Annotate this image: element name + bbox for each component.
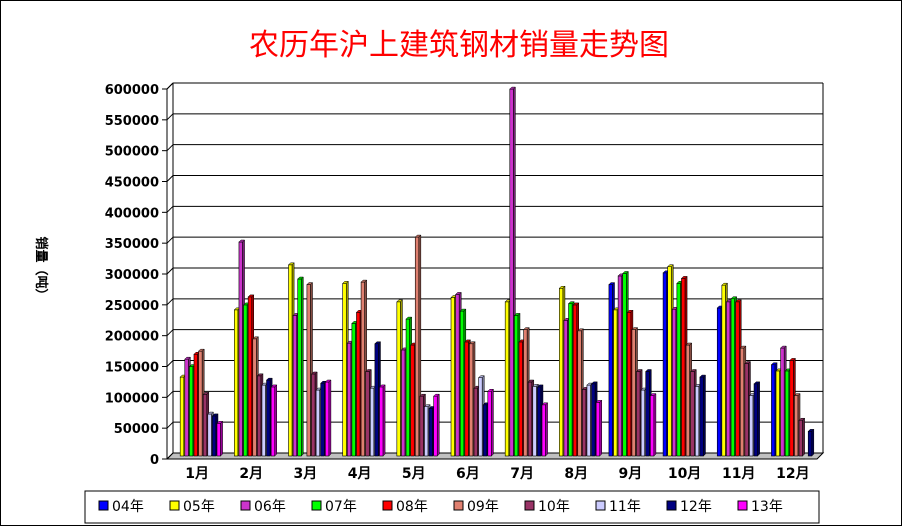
legend-item-05年: 05年: [169, 499, 215, 515]
bar-2月-13年: [270, 384, 278, 457]
legend-swatch: [737, 500, 748, 511]
legend-box: [84, 490, 820, 524]
gridline-side: [166, 205, 174, 213]
legend-label: 13年: [751, 499, 783, 515]
legend-swatch: [524, 500, 535, 511]
x-tick-label: 2月: [239, 466, 263, 482]
bar-4月-13年: [378, 384, 386, 457]
gridline-side: [166, 175, 174, 182]
y-tick-label: 350000: [105, 237, 159, 252]
legend-item-07年: 07年: [311, 499, 357, 515]
legend-label: 05年: [183, 499, 215, 515]
gridline-side: [166, 360, 174, 367]
y-tick-label: 600000: [105, 83, 159, 98]
gridline-side: [166, 267, 174, 275]
bar-3月-07年: [297, 276, 304, 457]
gridline-side: [166, 329, 174, 337]
gridline-side: [166, 452, 174, 460]
y-tick-label: 400000: [105, 206, 159, 221]
y-tick-label: 500000: [105, 145, 159, 160]
legend-label: 04年: [112, 499, 144, 515]
bar-12月-12年: [807, 428, 815, 457]
bar-7月-13年: [541, 402, 549, 457]
y-tick-label: 250000: [105, 299, 159, 314]
y-axis-label: 销量（吨）: [33, 236, 49, 301]
gridline-side: [166, 390, 174, 398]
legend-label: 09年: [467, 499, 499, 515]
legend-swatch: [98, 500, 109, 511]
gridline-side: [166, 113, 174, 121]
legend-swatch: [666, 500, 677, 511]
x-tick-label: 5月: [402, 466, 426, 482]
legend-swatch: [240, 500, 251, 511]
bar-3月-13年: [324, 379, 332, 457]
legend-label: 12年: [680, 499, 712, 515]
y-tick-label: 100000: [105, 391, 159, 406]
x-tick-label: 6月: [456, 466, 480, 482]
bar-11月-12年: [753, 381, 761, 457]
legend-item-13年: 13年: [737, 499, 783, 515]
legend-swatch: [595, 500, 606, 511]
legend-item-06年: 06年: [240, 499, 286, 515]
x-tick-label: 4月: [348, 466, 372, 482]
bar-1月-13年: [216, 420, 224, 457]
bar-10月-12年: [699, 374, 707, 457]
legend-label: 06年: [254, 499, 286, 515]
legend-item-12年: 12年: [666, 499, 712, 515]
x-tick-label: 7月: [510, 466, 534, 482]
legend-swatch: [311, 500, 322, 511]
legend-item-08年: 08年: [382, 499, 428, 515]
y-tick-label: 450000: [105, 176, 159, 191]
x-tick-label: 12月: [776, 466, 809, 482]
x-tick-label: 11月: [722, 466, 755, 482]
bar-9月-13年: [649, 392, 657, 457]
legend-swatch: [382, 500, 393, 511]
legend-label: 10年: [538, 499, 570, 515]
legend-item-10年: 10年: [524, 499, 570, 515]
legend-label: 08年: [396, 499, 428, 515]
legend-label: 11年: [609, 499, 641, 515]
bar-12月-10年: [798, 417, 806, 457]
gridline-side: [166, 144, 174, 152]
gridline-side: [166, 236, 174, 244]
legend-swatch: [453, 500, 464, 511]
y-tick-label: 50000: [114, 422, 159, 437]
gridline-side: [166, 421, 174, 429]
legend-swatch: [169, 500, 180, 511]
y-tick-label: 0: [150, 453, 159, 468]
y-tick-label: 300000: [105, 268, 159, 283]
x-tick-label: 10月: [668, 466, 701, 482]
legend-item-04年: 04年: [98, 499, 144, 515]
gridline-side: [166, 298, 174, 306]
bar-5月-13年: [433, 393, 440, 457]
legend-label: 07年: [325, 499, 357, 515]
y-tick-label: 150000: [105, 361, 159, 376]
legend-item-11年: 11年: [595, 499, 641, 515]
bar-8月-13年: [595, 399, 603, 457]
bar-6月-13年: [487, 388, 495, 457]
y-tick-label: 550000: [105, 114, 159, 129]
y-tick-label: 200000: [105, 330, 159, 345]
x-tick-label: 3月: [294, 466, 318, 482]
legend-item-09年: 09年: [453, 499, 499, 515]
y-axis-top: [166, 82, 174, 90]
chart-title: 农历年沪上建筑钢材销量走势图: [249, 28, 669, 63]
x-tick-label: 8月: [564, 466, 588, 482]
x-tick-label: 1月: [185, 466, 209, 482]
x-tick-label: 9月: [619, 466, 643, 482]
